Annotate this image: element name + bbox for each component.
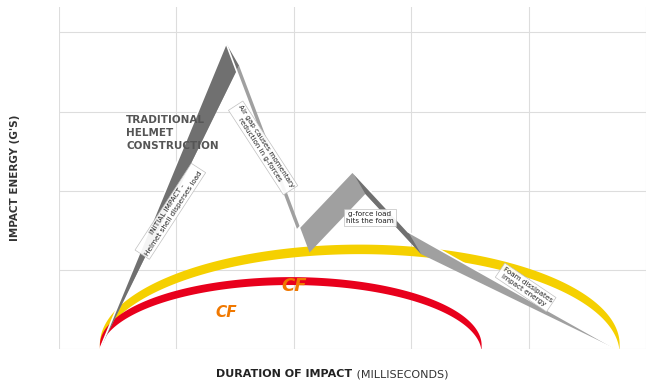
Polygon shape: [100, 244, 620, 354]
Polygon shape: [353, 172, 421, 254]
Text: INITIAL IMPACT -
Helmet shell disperses load: INITIAL IMPACT - Helmet shell disperses …: [138, 166, 203, 257]
Polygon shape: [100, 277, 482, 353]
Text: g-force load
hits the foam: g-force load hits the foam: [346, 211, 394, 224]
Text: Air gap causes momentary
reduction in g-forces: Air gap causes momentary reduction in g-…: [231, 104, 295, 192]
Polygon shape: [100, 43, 616, 349]
Text: CF: CF: [281, 277, 306, 295]
Text: Foam dissipates
impact energy: Foam dissipates impact energy: [498, 265, 554, 309]
Text: IMPACT ENERGY (G'S): IMPACT ENERGY (G'S): [10, 115, 20, 241]
Text: CF: CF: [215, 305, 237, 320]
Text: DURATION OF IMPACT: DURATION OF IMPACT: [217, 369, 353, 379]
Text: (MILLISECONDS): (MILLISECONDS): [353, 369, 448, 379]
Polygon shape: [100, 43, 239, 349]
Text: TRADITIONAL
HELMET
CONSTRUCTION: TRADITIONAL HELMET CONSTRUCTION: [126, 115, 219, 151]
